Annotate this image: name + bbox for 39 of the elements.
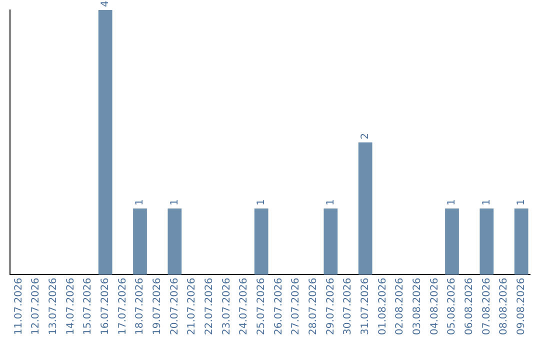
data-label: 1 xyxy=(325,199,336,206)
data-label: 2 xyxy=(360,132,371,140)
data-label: 1 xyxy=(516,199,527,206)
x-tick-label: 21.07.2026 xyxy=(186,278,198,336)
x-tick-label: 24.07.2026 xyxy=(238,278,250,336)
x-tick-label: 30.07.2026 xyxy=(342,278,354,336)
data-label: 1 xyxy=(446,199,458,206)
x-tick-label: 02.08.2026 xyxy=(394,278,406,336)
x-tick-label: 20.07.2026 xyxy=(169,278,180,336)
x-tick-label: 19.07.2026 xyxy=(152,278,163,336)
x-tick-label: 16.07.2026 xyxy=(100,278,111,336)
x-tick-label: 09.08.2026 xyxy=(516,278,527,336)
x-tick-label: 27.07.2026 xyxy=(290,278,302,336)
x-tick-label: 12.07.2026 xyxy=(30,278,42,336)
x-tick-label: 29.07.2026 xyxy=(325,278,336,336)
x-tick-label: 05.08.2026 xyxy=(446,278,458,336)
data-label: 1 xyxy=(256,199,267,206)
data-label: 1 xyxy=(134,199,146,206)
data-label: 4 xyxy=(100,0,111,7)
x-tick-label: 06.08.2026 xyxy=(464,278,475,336)
x-tick-label: 18.07.2026 xyxy=(134,278,146,336)
x-tick-label: 11.07.2026 xyxy=(13,278,24,336)
x-tick-label: 03.08.2026 xyxy=(412,278,423,336)
x-tick-label: 23.07.2026 xyxy=(221,278,232,336)
x-tick-label: 13.07.2026 xyxy=(48,278,59,336)
x-tick-label: 25.07.2026 xyxy=(256,278,267,336)
x-tick-label: 17.07.2026 xyxy=(117,278,128,336)
data-label: 1 xyxy=(481,199,492,206)
data-label: 1 xyxy=(169,199,180,206)
x-tick-label: 15.07.2026 xyxy=(82,278,94,336)
x-tick-label: 28.07.2026 xyxy=(308,278,319,336)
x-tick-label: 04.08.2026 xyxy=(429,278,440,336)
x-tick-label: 26.07.2026 xyxy=(273,278,284,336)
x-tick-label: 14.07.2026 xyxy=(65,278,76,336)
x-tick-label: 31.07.2026 xyxy=(360,278,371,336)
x-tick-label: 07.08.2026 xyxy=(481,278,492,336)
x-tick-label: 01.08.2026 xyxy=(377,278,388,336)
x-tick-label: 22.07.2026 xyxy=(204,278,215,336)
x-tick-label: 08.08.2026 xyxy=(498,278,510,336)
